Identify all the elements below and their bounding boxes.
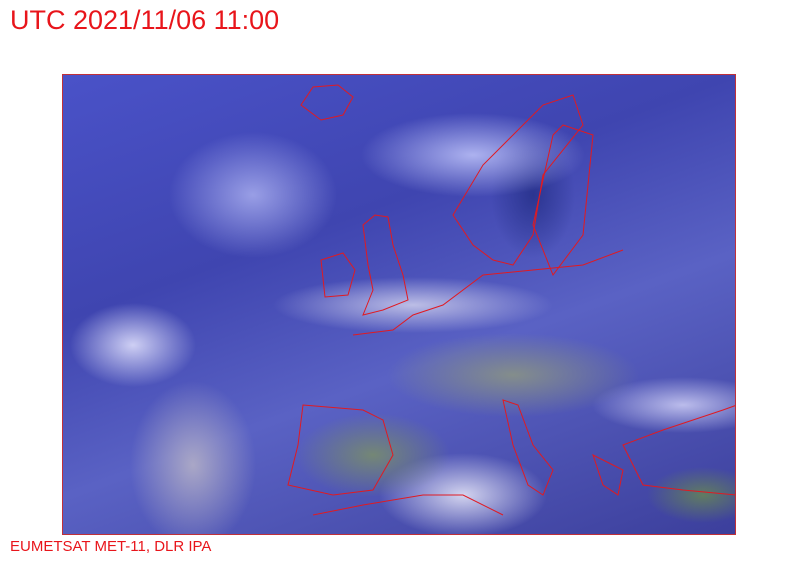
baltic-coastline — [532, 124, 594, 277]
mediterranean-africa-coastline — [312, 494, 504, 516]
europe-coastline — [352, 249, 624, 336]
satellite-image — [62, 74, 736, 535]
iceland-coastline — [300, 84, 354, 121]
italy-coastline — [502, 399, 554, 496]
coastline-overlay — [287, 84, 735, 516]
scandinavia-coastline — [452, 94, 584, 266]
ireland-coastline — [320, 252, 356, 298]
timestamp-title: UTC 2021/11/06 11:00 — [10, 5, 280, 35]
turkey-coastline — [622, 405, 735, 496]
iberia-coastline — [287, 404, 394, 496]
uk-coastline — [362, 214, 409, 316]
greece-coastline — [592, 454, 624, 496]
image-credit: EUMETSAT MET-11, DLR IPA — [10, 538, 212, 555]
